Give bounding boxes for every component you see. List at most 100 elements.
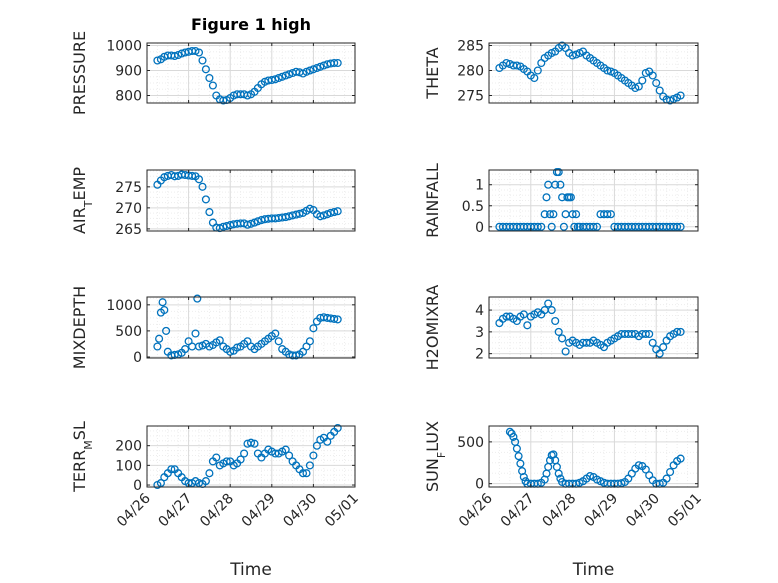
- y-axis-label-base: H2OMIXRA: [423, 285, 442, 371]
- data-point: [201, 195, 210, 204]
- y-tick-label: 270: [115, 201, 142, 217]
- data-point: [523, 321, 532, 330]
- data-point: [201, 65, 210, 74]
- data-point: [330, 58, 339, 68]
- data-point: [305, 337, 314, 346]
- data-point: [246, 438, 256, 447]
- y-axis-label-base: THETA: [423, 47, 442, 99]
- y-tick-label: 1000: [106, 39, 142, 55]
- data-point: [533, 66, 542, 75]
- data-point: [648, 338, 657, 347]
- y-axis-label-base: SUN: [423, 458, 442, 492]
- data-point: [652, 78, 661, 88]
- data-point: [246, 219, 256, 228]
- y-axis-label-tail: EMP: [70, 167, 89, 201]
- y-tick-label: 265: [115, 222, 142, 238]
- data-point: [502, 58, 511, 68]
- data-point: [298, 469, 308, 478]
- axes-box: [488, 169, 699, 232]
- data-point: [198, 182, 207, 191]
- axes-box: [146, 296, 356, 359]
- data-point: [568, 51, 577, 60]
- data-series: [495, 168, 685, 231]
- data-point: [305, 66, 314, 75]
- data-point: [655, 86, 664, 95]
- data-point: [512, 444, 521, 453]
- y-axis-label: AIRTEMP: [70, 167, 95, 234]
- y-axis-label-base: TERR: [70, 450, 89, 493]
- data-series: [153, 170, 342, 233]
- y-axis-label-tail: LUX: [423, 421, 442, 452]
- data-point: [240, 449, 249, 458]
- x-tick-label: 04/30: [280, 491, 320, 531]
- data-point: [316, 62, 325, 71]
- data-point: [551, 316, 560, 326]
- data-point: [309, 324, 318, 333]
- data-point: [219, 96, 228, 105]
- data-point: [556, 180, 565, 189]
- data-point: [572, 210, 581, 219]
- data-point: [278, 72, 287, 81]
- data-point: [333, 423, 342, 433]
- data-point: [208, 81, 217, 90]
- data-point: [585, 472, 595, 481]
- data-point: [243, 91, 252, 100]
- data-point: [606, 210, 615, 219]
- y-axis-label: H2OMIXRA: [423, 285, 442, 371]
- data-series: [495, 41, 685, 105]
- axes-box: [146, 169, 356, 232]
- y-tick-label: 1: [475, 178, 484, 194]
- data-point: [655, 349, 664, 358]
- data-series: [495, 299, 685, 358]
- y-axis-label-base: PRESSURE: [70, 31, 89, 115]
- data-point: [215, 336, 224, 345]
- data-point: [194, 48, 204, 57]
- data-point: [333, 207, 342, 216]
- y-axis-label-tail: SL: [70, 421, 89, 440]
- data-point: [568, 210, 577, 219]
- data-point: [158, 298, 167, 307]
- data-point: [676, 454, 685, 463]
- data-point: [561, 347, 570, 356]
- y-tick-label: 500: [457, 435, 484, 451]
- x-axis-label: Time: [572, 560, 615, 580]
- data-point: [530, 73, 539, 83]
- data-point: [509, 432, 518, 441]
- data-point: [554, 327, 563, 336]
- y-tick-label: 0: [475, 220, 484, 236]
- data-point: [537, 222, 546, 231]
- y-axis-label-base: MIXDEPTH: [70, 286, 89, 369]
- data-point: [295, 209, 304, 218]
- data-point: [188, 171, 197, 180]
- subplot-3: 265 270 275 AIRTEMP: [70, 167, 356, 238]
- x-tick-label: 04/26: [114, 490, 154, 530]
- y-tick-label: 3: [475, 325, 484, 341]
- data-point: [323, 437, 332, 446]
- data-point: [333, 58, 342, 68]
- data-point: [519, 310, 528, 319]
- data-point: [554, 168, 563, 177]
- data-point: [544, 299, 553, 308]
- data-point: [312, 441, 321, 450]
- data-point: [634, 82, 643, 91]
- data-point: [676, 91, 685, 100]
- data-point: [205, 73, 214, 83]
- data-point: [212, 453, 221, 462]
- axes-box: [488, 42, 699, 104]
- x-tick-label: 04/26: [456, 490, 496, 530]
- y-tick-label: 500: [115, 324, 142, 340]
- data-point: [662, 474, 671, 483]
- data-point: [648, 71, 657, 80]
- data-point: [167, 465, 176, 474]
- data-point: [236, 455, 245, 464]
- data-point: [330, 208, 339, 217]
- subplot-1: 800 900 1000 PRESSURE: [70, 31, 356, 115]
- data-point: [603, 210, 612, 219]
- y-tick-label: 200: [115, 439, 142, 455]
- x-tick-label: 05/01: [665, 491, 705, 531]
- data-point: [641, 465, 650, 474]
- data-point: [516, 459, 525, 468]
- data-point: [545, 210, 555, 219]
- data-point: [641, 329, 650, 339]
